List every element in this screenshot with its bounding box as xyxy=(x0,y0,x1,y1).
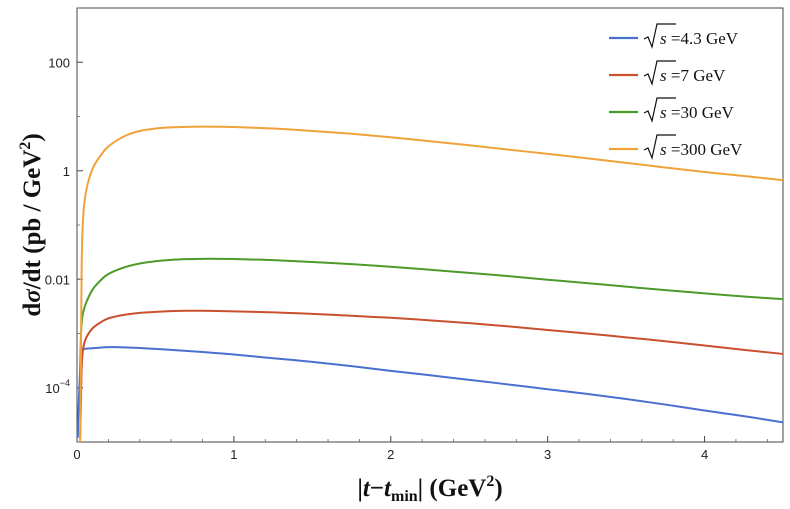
y-axis-title: dσ/dt (pb / GeV2) xyxy=(17,133,46,316)
y-tick-exponent: −4 xyxy=(60,378,70,388)
legend-label-var: s xyxy=(660,29,667,48)
sqrt-icon xyxy=(643,134,676,161)
y-tick-label: 10−4 xyxy=(45,378,70,396)
x-tick-label: 4 xyxy=(701,447,708,462)
y-axis-ticks: 10−4 0.01 1 100 xyxy=(45,7,83,443)
series-line-2 xyxy=(79,257,784,372)
legend-label-var: s xyxy=(660,140,667,159)
y-tick-label: 100 xyxy=(48,55,70,70)
series-line-3 xyxy=(79,125,784,443)
x-axis-title: |t−tmin| (GeV2) xyxy=(357,473,502,505)
legend-label-2: s =30 GeV xyxy=(660,103,735,122)
x-tick-label: 2 xyxy=(387,447,394,462)
x-axis-ticks: 0 1 2 3 4 xyxy=(73,436,768,462)
y-tick-base: 10 xyxy=(45,381,59,396)
legend-label-1: s =7 GeV xyxy=(660,66,726,85)
x-tick-label: 1 xyxy=(230,447,237,462)
series-line-0 xyxy=(76,346,784,438)
x-tick-label: 3 xyxy=(544,447,551,462)
legend-label-3: s =300 GeV xyxy=(660,140,743,159)
series-line-1 xyxy=(79,309,784,438)
legend-label-0: s =4.3 GeV xyxy=(660,29,739,48)
sqrt-icon xyxy=(643,60,676,87)
sqrt-icon xyxy=(643,23,676,50)
legend-label-value: =7 GeV xyxy=(667,66,726,85)
sqrt-icon xyxy=(643,97,676,124)
y-tick-label: 1 xyxy=(63,164,70,179)
series-lines xyxy=(76,125,784,443)
legend-label-value: =30 GeV xyxy=(667,103,735,122)
legend-label-var: s xyxy=(660,103,667,122)
x-tick-label: 0 xyxy=(73,447,80,462)
legend-label-var: s xyxy=(660,66,667,85)
y-tick-label: 0.01 xyxy=(45,272,70,287)
legend-label-value: =4.3 GeV xyxy=(667,29,739,48)
legend-label-value: =300 GeV xyxy=(667,140,743,159)
